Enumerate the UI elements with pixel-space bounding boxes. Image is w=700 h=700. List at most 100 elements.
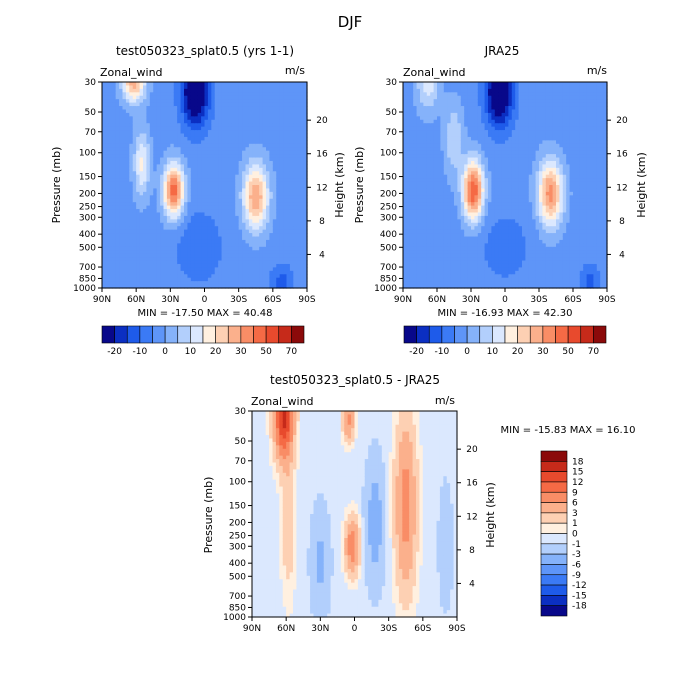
contour-cell [160, 277, 165, 282]
contour-cell [437, 260, 441, 265]
contour-cell [122, 260, 127, 265]
contour-cell [467, 102, 472, 107]
contour-cell [119, 164, 124, 169]
contour-cell [173, 102, 178, 107]
contour-cell [225, 219, 230, 224]
contour-cell [457, 270, 462, 275]
contour-cell [228, 239, 233, 244]
contour-cell [125, 202, 130, 207]
contour-cell [266, 236, 271, 241]
contour-cell [187, 202, 192, 207]
contour-cell [283, 88, 288, 93]
contour-cell [296, 277, 301, 282]
contour-cell [286, 202, 291, 207]
contour-cell [197, 154, 202, 159]
contour-cell [269, 202, 274, 207]
contour-cell [423, 82, 428, 87]
contour-cell [129, 205, 134, 210]
contour-cell [112, 174, 117, 179]
contour-cell [228, 284, 233, 289]
contour-cell [447, 119, 452, 124]
contour-cell [156, 185, 161, 190]
contour-cell [119, 92, 124, 97]
contour-cell [426, 178, 431, 183]
contour-cell [416, 147, 421, 152]
contour-cell [221, 181, 226, 186]
contour-cell [160, 82, 165, 87]
contour-cell [160, 267, 165, 272]
contour-cell [102, 92, 107, 97]
contour-cell [153, 109, 158, 114]
contour-cell [122, 233, 127, 238]
contour-cell [286, 126, 291, 131]
contour-cell [115, 270, 120, 275]
contour-cell [187, 284, 192, 289]
contour-cell [403, 109, 407, 114]
contour-cell [143, 198, 148, 203]
contour-cell [160, 160, 165, 165]
contour-cell [460, 274, 465, 279]
contour-cell [238, 215, 243, 220]
contour-cell [286, 140, 291, 145]
contour-cell [460, 171, 465, 176]
contour-cell [259, 99, 264, 104]
contour-cell [102, 154, 107, 159]
contour-cell [221, 236, 226, 241]
contour-cell [102, 250, 107, 255]
contour-cell [447, 229, 452, 234]
contour-cell [129, 274, 134, 279]
contour-cell [269, 195, 274, 200]
contour-cell [211, 126, 216, 131]
contour-cell [440, 102, 445, 107]
contour-cell [460, 82, 465, 87]
contour-cell [440, 284, 445, 289]
contour-cell [467, 164, 472, 169]
contour-cell [406, 136, 411, 141]
contour-cell [122, 82, 127, 87]
contour-cell [259, 284, 264, 289]
contour-cell [132, 126, 137, 131]
contour-cell [146, 167, 151, 172]
contour-cell [460, 267, 465, 272]
contour-cell [119, 99, 124, 104]
contour-cell [255, 191, 260, 196]
contour-cell [440, 263, 445, 268]
contour-cell [467, 284, 472, 289]
contour-cell [112, 178, 117, 183]
contour-cell [423, 253, 428, 258]
contour-cell [279, 219, 284, 224]
contour-cell [293, 102, 298, 107]
contour-cell [409, 246, 414, 251]
contour-cell [115, 106, 120, 111]
contour-cell [440, 143, 445, 148]
contour-cell [143, 191, 148, 196]
contour-cell [457, 185, 462, 190]
contour-cell [276, 164, 281, 169]
contour-cell [235, 236, 240, 241]
contour-cell [170, 92, 175, 97]
contour-cell [184, 136, 189, 141]
contour-cell [231, 167, 236, 172]
contour-cell [129, 191, 134, 196]
contour-cell [105, 154, 110, 159]
contour-cell [255, 270, 260, 275]
contour-cell [108, 219, 113, 224]
contour-cell [423, 157, 428, 162]
contour-cell [406, 123, 411, 128]
contour-cell [143, 274, 148, 279]
contour-cell [413, 157, 418, 162]
contour-cell [173, 222, 178, 227]
contour-cell [108, 99, 113, 104]
contour-cell [129, 143, 134, 148]
contour-cell [163, 222, 168, 227]
contour-cell [173, 126, 178, 131]
contour-cell [194, 178, 199, 183]
contour-cell [440, 82, 445, 87]
contour-cell [303, 82, 308, 87]
contour-cell [248, 130, 253, 135]
contour-cell [423, 112, 428, 117]
contour-cell [289, 260, 294, 265]
contour-cell [443, 157, 448, 162]
contour-cell [136, 82, 141, 87]
contour-cell [235, 219, 240, 224]
